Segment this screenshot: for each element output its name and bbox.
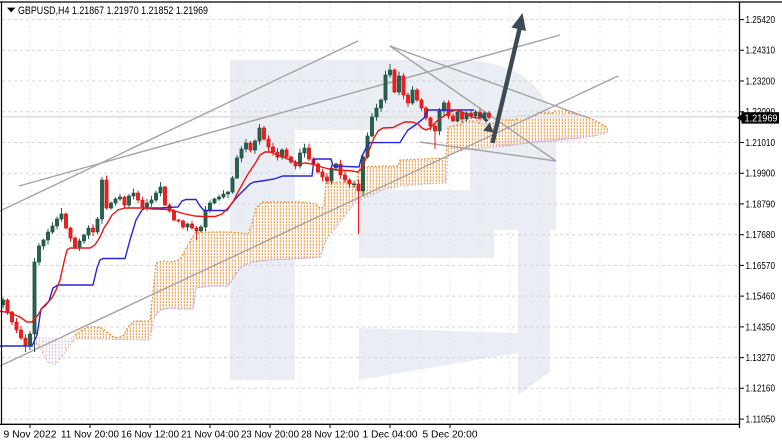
svg-text:1.15460: 1.15460	[746, 292, 776, 303]
svg-text:GBPUSD,H4 1.21867 1.21970 1.2: GBPUSD,H4 1.21867 1.21970 1.21852 1.2196…	[18, 5, 208, 17]
svg-text:1 Dec 04:00: 1 Dec 04:00	[363, 430, 419, 441]
svg-text:11 Nov 20:00: 11 Nov 20:00	[61, 430, 120, 441]
svg-text:1.16570: 1.16570	[746, 261, 776, 272]
svg-text:1.25420: 1.25420	[746, 15, 776, 26]
svg-text:1.24310: 1.24310	[746, 46, 776, 57]
svg-text:1.21010: 1.21010	[746, 138, 776, 149]
svg-text:1.18790: 1.18790	[746, 199, 776, 210]
svg-text:1.14350: 1.14350	[746, 322, 776, 333]
svg-text:16 Nov 12:00: 16 Nov 12:00	[121, 430, 180, 441]
svg-text:23 Nov 20:00: 23 Nov 20:00	[241, 430, 300, 441]
svg-text:5 Dec 20:00: 5 Dec 20:00	[423, 430, 479, 441]
svg-text:28 Nov 12:00: 28 Nov 12:00	[301, 430, 360, 441]
svg-text:1.11050: 1.11050	[746, 415, 776, 426]
svg-text:1.21969: 1.21969	[745, 113, 778, 124]
svg-text:1.12160: 1.12160	[746, 384, 776, 395]
svg-text:1.19900: 1.19900	[746, 169, 776, 180]
svg-text:1.23200: 1.23200	[746, 76, 776, 87]
svg-text:9 Nov 2022: 9 Nov 2022	[4, 430, 57, 441]
svg-text:1.13270: 1.13270	[746, 353, 776, 364]
svg-text:1.17680: 1.17680	[746, 230, 776, 241]
svg-text:21 Nov 04:00: 21 Nov 04:00	[181, 430, 240, 441]
